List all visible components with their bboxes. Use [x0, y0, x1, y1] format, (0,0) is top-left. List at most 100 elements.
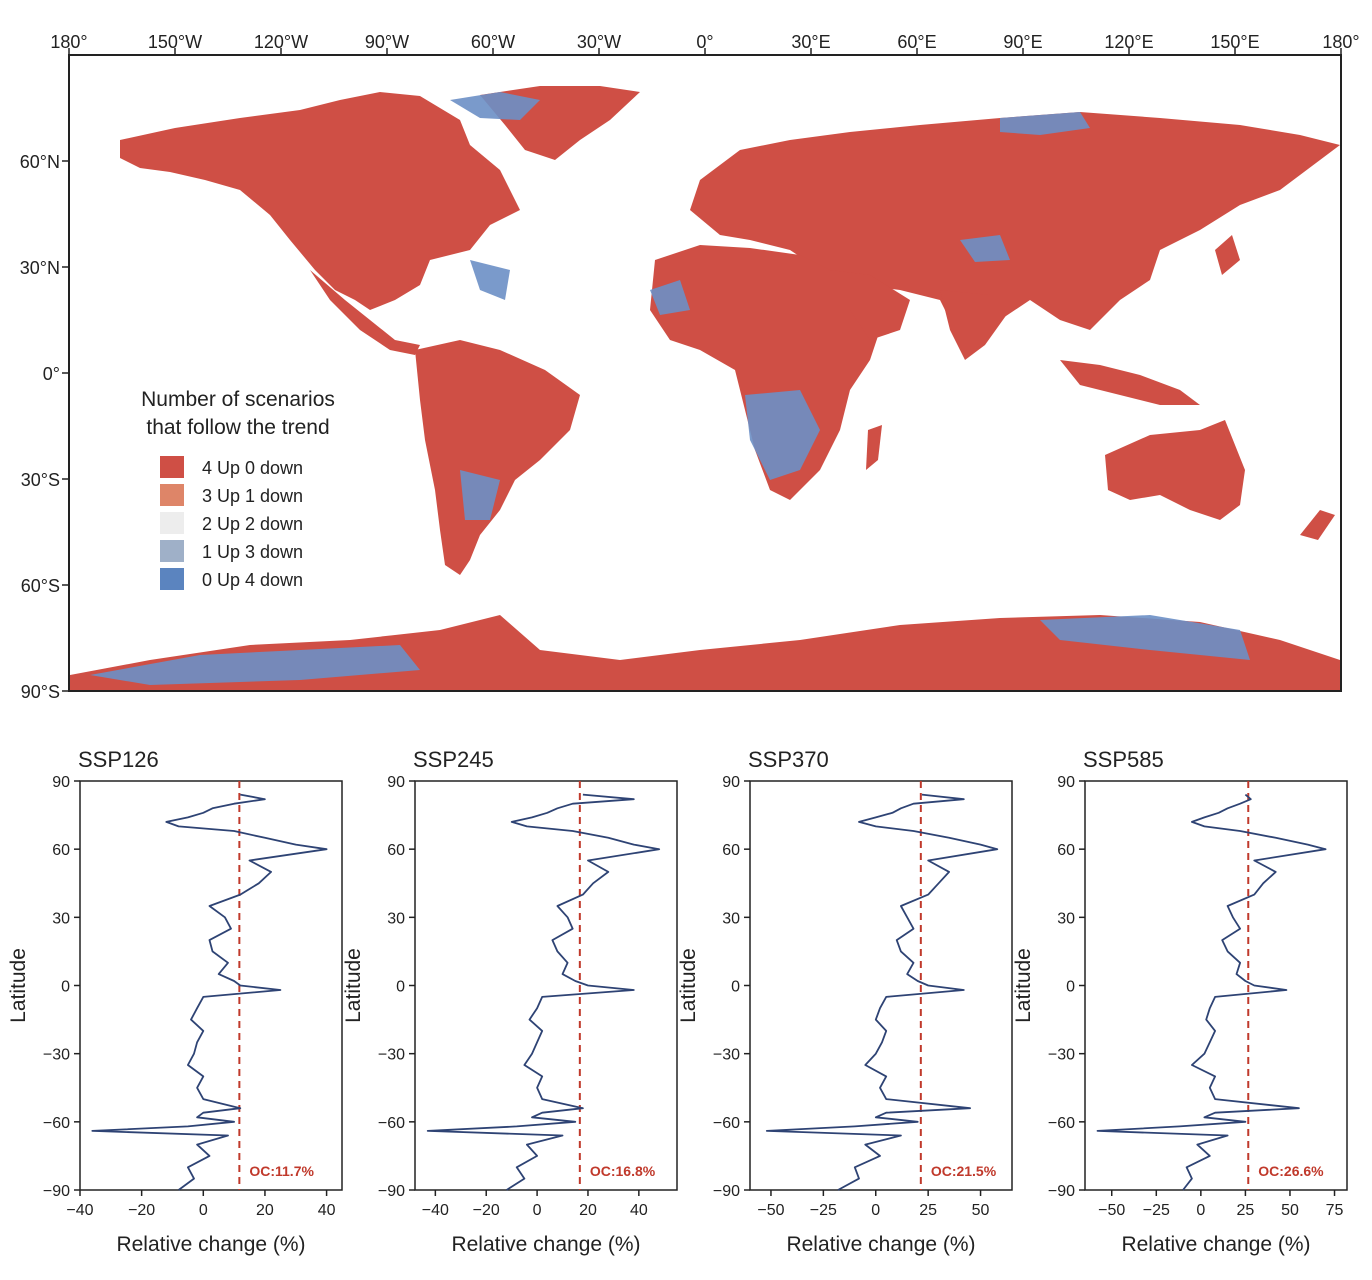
lon-tick-label: 180° [1322, 32, 1359, 52]
panel-ssp245: SSP245 90 60 30 0 −30 −60 −90 −40 −20 0 20 40 Relativ… [342, 747, 678, 1256]
legend-label: 4 Up 0 down [202, 458, 303, 478]
panel-title: SSP245 [413, 747, 494, 772]
y-tick-label: 90 [722, 774, 740, 791]
y-tick-label: 0 [396, 979, 405, 996]
lon-tick-label: 60°E [897, 32, 936, 52]
lon-tick-label: 120°E [1104, 32, 1153, 52]
y-tick-label: 30 [52, 910, 70, 927]
lon-tick-label: 180° [50, 32, 87, 52]
x-tick-label: −50 [757, 1202, 784, 1219]
y-axis-label: Latitude [342, 948, 365, 1023]
series-line [765, 793, 999, 1191]
legend-swatch [160, 456, 184, 478]
lon-tick-label: 60°W [471, 32, 515, 52]
x-tick-label: −20 [473, 1202, 500, 1219]
y-tick-label: −60 [713, 1115, 740, 1132]
x-axis-label: Relative change (%) [451, 1233, 640, 1256]
mean-label: OC:21.5% [931, 1163, 997, 1179]
lon-tick-label: 120°W [254, 32, 308, 52]
legend-label: 0 Up 4 down [202, 570, 303, 590]
y-tick-label: −30 [713, 1047, 740, 1064]
legend-label: 3 Up 1 down [202, 486, 303, 506]
lon-labels: 180° 150°W 120°W 90°W 60°W 30°W 0° 30°E 60°E 90°E… [50, 32, 1359, 52]
y-tick-label: 0 [731, 979, 740, 996]
land-layer [70, 86, 1340, 690]
lon-tick-label: 30°W [577, 32, 621, 52]
panel-ssp585: SSP585 90 60 30 0 −30 −60 −90 −50 −25 0 25 50 75 Relat… [1012, 747, 1348, 1256]
land-new-zealand [1300, 510, 1335, 540]
y-tick-label: 0 [61, 979, 70, 996]
land-australia [1105, 420, 1245, 520]
legend-title-line2: that follow the trend [146, 416, 329, 439]
y-tick-label: 90 [52, 774, 70, 791]
x-tick-label: −25 [1143, 1202, 1170, 1219]
panel-frame [414, 780, 678, 1191]
y-tick-label: 30 [1057, 910, 1075, 927]
map-ticks [62, 48, 1342, 692]
x-tick-label: 0 [533, 1202, 542, 1219]
y-tick-label: −60 [378, 1115, 405, 1132]
lat-tick-label: 30°S [21, 470, 60, 490]
x-tick-label: −25 [810, 1202, 837, 1219]
y-tick-label: 60 [52, 842, 70, 859]
legend-swatch [160, 568, 184, 590]
decrease-patches [90, 92, 1250, 685]
lon-tick-label: 150°E [1210, 32, 1259, 52]
x-tick-label: −40 [66, 1202, 93, 1219]
y-tick-label: −60 [1048, 1115, 1075, 1132]
y-tick-label: 90 [1057, 774, 1075, 791]
land-se-asia [1060, 360, 1200, 405]
y-tick-label: 60 [722, 842, 740, 859]
lon-tick-label: 90°E [1003, 32, 1042, 52]
series-line [1096, 793, 1327, 1191]
land-eurasia [690, 112, 1340, 350]
x-tick-label: 40 [318, 1202, 336, 1219]
y-tick-label: −90 [713, 1183, 740, 1200]
land-south-america [415, 340, 580, 575]
latitude-panels: SSP126 90 60 30 0 −30 −60 −90 −40 −20 0 20 40 Relativ… [7, 747, 1348, 1256]
x-tick-label: −20 [128, 1202, 155, 1219]
land-north-america [120, 92, 520, 310]
lon-tick-label: 0° [696, 32, 713, 52]
lat-tick-label: 0° [43, 364, 60, 384]
x-axis-label: Relative change (%) [786, 1233, 975, 1256]
x-tick-label: 20 [579, 1202, 597, 1219]
legend-label: 1 Up 3 down [202, 542, 303, 562]
panel-title: SSP370 [748, 747, 829, 772]
x-tick-label: 50 [972, 1202, 990, 1219]
legend-title-line1: Number of scenarios [141, 388, 335, 411]
x-tick-label: −50 [1098, 1202, 1125, 1219]
lat-tick-label: 60°N [20, 152, 60, 172]
x-tick-label: 0 [1196, 1202, 1205, 1219]
y-tick-label: −90 [378, 1183, 405, 1200]
panel-ssp126: SSP126 90 60 30 0 −30 −60 −90 −40 −20 0 20 40 Relativ… [7, 747, 343, 1256]
lat-tick-label: 30°N [20, 258, 60, 278]
x-tick-label: 50 [1281, 1202, 1299, 1219]
y-tick-label: 60 [1057, 842, 1075, 859]
panel-title: SSP585 [1083, 747, 1164, 772]
lon-tick-label: 150°W [148, 32, 202, 52]
y-tick-label: −30 [43, 1047, 70, 1064]
x-tick-label: 75 [1326, 1202, 1344, 1219]
y-tick-label: −90 [43, 1183, 70, 1200]
mean-label: OC:26.6% [1258, 1163, 1324, 1179]
y-tick-label: −30 [1048, 1047, 1075, 1064]
legend-swatch [160, 512, 184, 534]
series-line [426, 793, 661, 1191]
x-tick-label: 0 [871, 1202, 880, 1219]
y-tick-label: 30 [387, 910, 405, 927]
land-africa [650, 245, 880, 500]
panel-title: SSP126 [78, 747, 159, 772]
land-madagascar [866, 425, 882, 470]
land-india [940, 290, 1010, 360]
land-japan [1215, 235, 1240, 275]
x-tick-label: 25 [1237, 1202, 1255, 1219]
mean-label: OC:11.7% [249, 1163, 314, 1179]
x-tick-label: 20 [256, 1202, 274, 1219]
panel-ssp370: SSP370 90 60 30 0 −30 −60 −90 −50 −25 0 25 50 Relativ… [677, 747, 1013, 1256]
panel-frame [79, 780, 343, 1191]
lon-tick-label: 30°E [791, 32, 830, 52]
lon-tick-label: 90°W [365, 32, 409, 52]
x-tick-label: 40 [630, 1202, 648, 1219]
